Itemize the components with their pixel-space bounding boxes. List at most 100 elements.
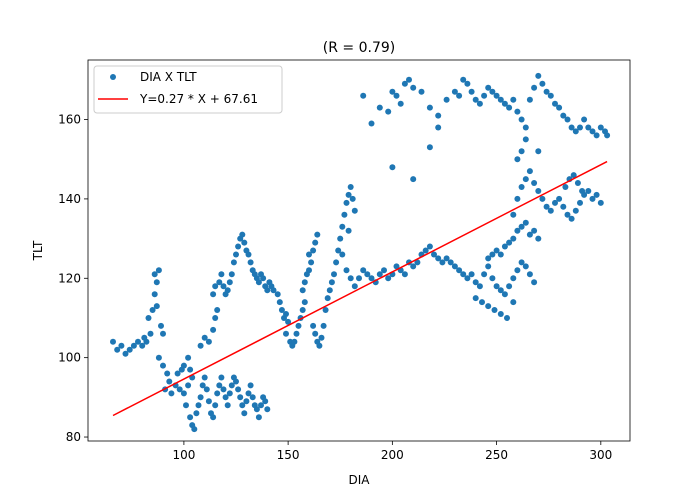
- data-point: [472, 295, 479, 302]
- data-point: [410, 263, 417, 270]
- data-point: [468, 271, 475, 278]
- data-point: [535, 188, 542, 194]
- data-point: [283, 330, 289, 337]
- data-point: [522, 176, 529, 183]
- x-tick-label: 250: [485, 448, 508, 462]
- data-point: [130, 342, 137, 349]
- legend-label-fit-line: Y=0.27 * X + 67.61: [139, 92, 258, 106]
- data-point: [393, 263, 400, 270]
- data-point: [585, 124, 592, 131]
- data-point: [518, 116, 525, 123]
- data-point: [481, 271, 488, 278]
- data-point: [501, 243, 508, 250]
- data-point: [235, 386, 242, 393]
- data-point: [306, 251, 312, 258]
- data-point: [153, 303, 160, 310]
- data-point: [239, 402, 246, 409]
- data-point: [316, 342, 323, 349]
- data-point: [343, 267, 350, 274]
- data-point: [143, 338, 150, 345]
- data-point: [485, 84, 492, 91]
- data-point: [510, 96, 517, 103]
- y-tick-label: 100: [58, 351, 81, 365]
- data-point: [155, 354, 162, 361]
- data-point: [522, 124, 529, 131]
- data-point: [476, 100, 483, 107]
- data-point: [224, 287, 231, 294]
- data-point: [526, 96, 533, 103]
- data-point: [312, 239, 319, 246]
- data-point: [312, 330, 319, 337]
- data-point: [410, 176, 417, 183]
- points-layer: [110, 72, 611, 433]
- data-point: [535, 72, 542, 79]
- data-point: [218, 271, 225, 278]
- data-point: [401, 271, 408, 278]
- data-point: [506, 283, 513, 290]
- data-point: [510, 211, 517, 218]
- data-point: [510, 299, 517, 306]
- data-point: [301, 299, 308, 306]
- data-point: [228, 382, 235, 389]
- data-point: [337, 235, 344, 242]
- data-point: [401, 80, 408, 87]
- data-point: [333, 259, 340, 266]
- data-point: [351, 207, 358, 214]
- data-point: [368, 120, 375, 127]
- data-point: [560, 112, 567, 119]
- data-point: [318, 334, 325, 341]
- chart-title: (R = 0.79): [323, 40, 395, 56]
- data-point: [497, 311, 504, 317]
- data-point: [214, 390, 221, 397]
- data-point: [489, 88, 496, 95]
- data-point: [264, 287, 271, 294]
- data-point: [562, 184, 569, 190]
- data-point: [158, 322, 164, 329]
- data-point: [526, 231, 533, 238]
- data-point: [552, 100, 558, 107]
- data-point: [110, 338, 116, 345]
- data-point: [514, 195, 521, 202]
- data-point: [195, 402, 202, 409]
- legend-label-scatter: DIA X TLT: [140, 70, 197, 84]
- data-point: [349, 195, 356, 202]
- data-point: [243, 398, 250, 405]
- data-point: [385, 108, 392, 115]
- data-point: [472, 279, 479, 286]
- data-point: [255, 414, 262, 421]
- data-point: [381, 267, 387, 274]
- data-point: [504, 315, 510, 321]
- data-point: [331, 271, 337, 278]
- data-point: [230, 259, 237, 266]
- y-axis-label: TLT: [31, 240, 45, 261]
- data-point: [489, 251, 496, 258]
- data-point: [422, 247, 429, 254]
- data-point: [235, 243, 242, 250]
- data-point: [245, 251, 252, 258]
- data-point: [364, 271, 371, 278]
- data-point: [497, 287, 504, 294]
- data-point: [274, 291, 281, 298]
- data-point: [228, 271, 235, 278]
- y-tick-label: 120: [58, 271, 81, 285]
- data-point: [543, 203, 550, 210]
- data-point: [568, 124, 575, 131]
- data-point: [376, 271, 383, 278]
- data-point: [345, 191, 352, 198]
- data-point: [535, 148, 542, 155]
- data-point: [164, 370, 171, 377]
- data-point: [310, 322, 317, 329]
- data-point: [460, 76, 467, 83]
- data-point: [564, 211, 571, 218]
- data-point: [205, 398, 212, 405]
- data-point: [439, 259, 446, 266]
- data-point: [147, 330, 154, 337]
- data-point: [210, 291, 217, 298]
- data-point: [262, 398, 269, 405]
- data-point: [406, 76, 412, 83]
- data-point: [335, 247, 342, 254]
- data-point: [210, 326, 217, 333]
- data-point: [518, 259, 525, 266]
- data-point: [568, 215, 575, 222]
